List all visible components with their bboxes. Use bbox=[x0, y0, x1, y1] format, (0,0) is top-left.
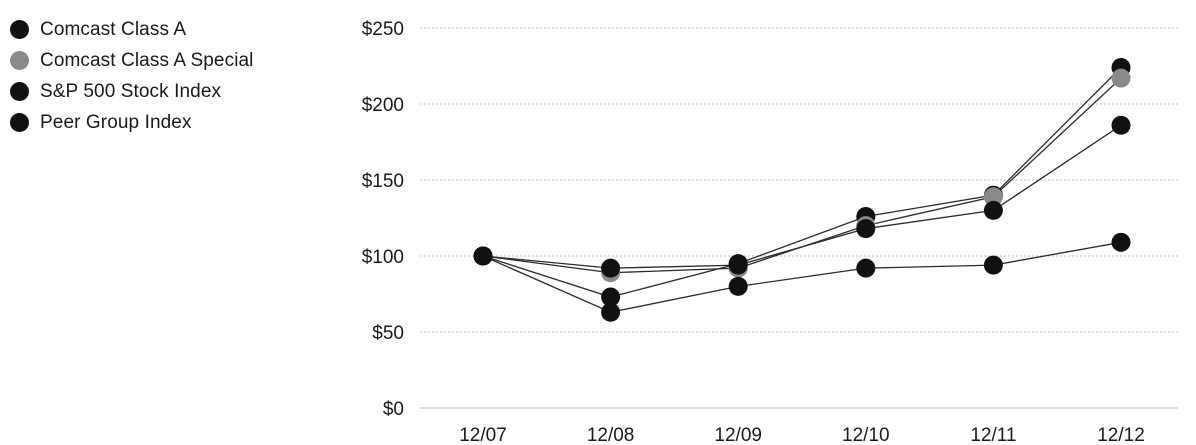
legend-label: S&P 500 Stock Index bbox=[40, 80, 222, 102]
series-line bbox=[482, 67, 1122, 298]
legend-swatch bbox=[10, 20, 29, 39]
data-point bbox=[728, 276, 748, 296]
legend-label: Peer Group Index bbox=[40, 111, 192, 133]
x-tick-label: 12/08 bbox=[587, 425, 635, 445]
x-tick-label: 12/11 bbox=[970, 425, 1016, 445]
legend-item-peer-group: Peer Group Index bbox=[10, 107, 330, 138]
series-line bbox=[482, 77, 1122, 274]
data-point bbox=[473, 246, 493, 266]
legend-item-comcast-class-a: Comcast Class A bbox=[10, 14, 330, 45]
series-line bbox=[482, 241, 1122, 313]
legend-item-comcast-class-a-special: Comcast Class A Special bbox=[10, 45, 330, 76]
y-tick-label: $0 bbox=[383, 399, 404, 420]
x-tick-label: 12/10 bbox=[842, 425, 890, 445]
legend-item-sp500: S&P 500 Stock Index bbox=[10, 76, 330, 107]
series-line bbox=[482, 124, 1122, 269]
y-tick-label: $250 bbox=[362, 19, 404, 40]
y-tick-label: $150 bbox=[362, 171, 404, 192]
y-tick-label: $100 bbox=[362, 247, 404, 268]
data-point bbox=[983, 200, 1003, 220]
data-point bbox=[601, 287, 621, 307]
chart-legend: Comcast Class A Comcast Class A Special … bbox=[10, 14, 330, 138]
data-point bbox=[601, 258, 621, 278]
legend-label: Comcast Class A bbox=[40, 18, 187, 40]
data-point bbox=[983, 187, 1003, 207]
y-tick-label: $50 bbox=[372, 323, 404, 344]
y-tick-label: $200 bbox=[362, 95, 404, 116]
legend-swatch bbox=[10, 82, 29, 101]
legend-label: Comcast Class A Special bbox=[40, 49, 254, 71]
data-point bbox=[1111, 232, 1131, 252]
x-tick-label: 12/09 bbox=[714, 425, 762, 445]
data-point bbox=[856, 219, 876, 239]
x-tick-label: 12/07 bbox=[459, 425, 507, 445]
x-tick-label: 12/12 bbox=[1097, 425, 1145, 445]
data-point bbox=[983, 255, 1003, 275]
data-point bbox=[728, 255, 748, 275]
data-point bbox=[856, 258, 876, 278]
legend-swatch bbox=[10, 113, 29, 132]
legend-swatch bbox=[10, 51, 29, 70]
data-point bbox=[1111, 115, 1131, 135]
data-point bbox=[601, 302, 621, 322]
data-point bbox=[1111, 68, 1131, 88]
